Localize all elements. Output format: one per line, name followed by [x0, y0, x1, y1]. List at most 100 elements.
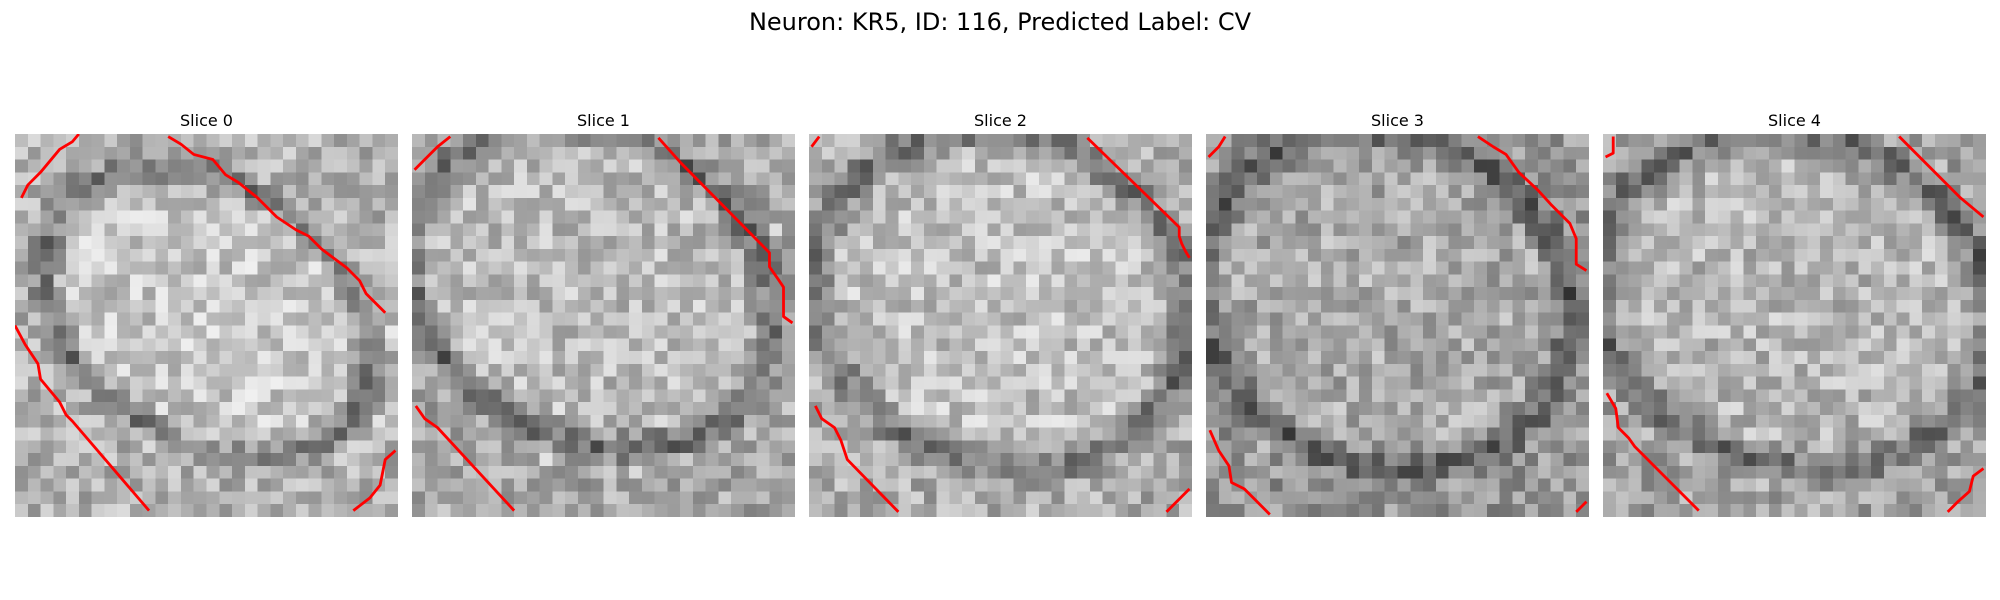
pixel	[1372, 160, 1385, 173]
pixel	[667, 313, 680, 326]
pixel	[1858, 313, 1871, 326]
pixel	[1667, 338, 1680, 351]
pixel	[1308, 338, 1321, 351]
pixel	[1846, 147, 1859, 160]
pixel	[334, 402, 347, 415]
pixel	[1641, 326, 1654, 339]
pixel	[527, 211, 540, 224]
pixel	[1334, 415, 1347, 428]
pixel	[245, 147, 258, 160]
pixel	[1833, 377, 1846, 390]
pixel	[79, 402, 92, 415]
pixel	[1283, 223, 1296, 236]
pixel	[949, 134, 962, 147]
pixel	[1270, 198, 1283, 211]
pixel	[1372, 185, 1385, 198]
pixel	[1731, 504, 1744, 517]
pixel	[1064, 504, 1077, 517]
pixel	[1871, 274, 1884, 287]
pixel	[1219, 262, 1232, 275]
pixel	[1551, 351, 1564, 364]
pixel	[1001, 223, 1014, 236]
pixel	[1232, 364, 1245, 377]
pixel	[1935, 223, 1948, 236]
pixel	[911, 428, 924, 441]
pixel	[425, 262, 438, 275]
pixel	[1743, 440, 1756, 453]
pixel	[527, 504, 540, 517]
pixel	[937, 147, 950, 160]
pixel	[1244, 453, 1257, 466]
pixel	[1001, 428, 1014, 441]
pixel	[1090, 466, 1103, 479]
pixel	[693, 262, 706, 275]
pixel	[1705, 377, 1718, 390]
pixel	[283, 402, 296, 415]
pixel	[1603, 249, 1616, 262]
pixel	[514, 338, 527, 351]
pixel	[975, 466, 988, 479]
pixel	[463, 147, 476, 160]
pixel	[117, 134, 130, 147]
pixel	[501, 172, 514, 185]
pixel	[1487, 402, 1500, 415]
pixel	[1692, 160, 1705, 173]
pixel	[1667, 249, 1680, 262]
pixel	[604, 160, 617, 173]
pixel	[1283, 147, 1296, 160]
pixel	[706, 453, 719, 466]
pixel	[1206, 185, 1219, 198]
pixel	[642, 440, 655, 453]
pixel	[450, 300, 463, 313]
pixel	[616, 198, 629, 211]
pixel	[886, 249, 899, 262]
pixel	[1449, 338, 1462, 351]
pixel	[1538, 351, 1551, 364]
pixel	[565, 415, 578, 428]
pixel	[168, 338, 181, 351]
pixel	[385, 287, 398, 300]
pixel	[143, 440, 156, 453]
pixel	[629, 377, 642, 390]
pixel	[706, 134, 719, 147]
pixel	[1487, 466, 1500, 479]
pixel	[143, 160, 156, 173]
pixel	[334, 287, 347, 300]
pixel	[1795, 466, 1808, 479]
pixel	[1820, 211, 1833, 224]
pixel	[1525, 415, 1538, 428]
pixel	[104, 300, 117, 313]
pixel	[1436, 211, 1449, 224]
pixel	[1795, 504, 1808, 517]
pixel	[1410, 185, 1423, 198]
pixel	[1705, 134, 1718, 147]
pixel	[1654, 160, 1667, 173]
pixel	[117, 453, 130, 466]
pixel	[476, 134, 489, 147]
pixel	[1616, 262, 1629, 275]
pixel	[283, 364, 296, 377]
pixel	[79, 377, 92, 390]
pixel	[1603, 185, 1616, 198]
pixel	[1487, 504, 1500, 517]
pixel	[1359, 236, 1372, 249]
pixel	[1064, 402, 1077, 415]
pixel	[847, 440, 860, 453]
pixel	[1385, 313, 1398, 326]
pixel	[1756, 262, 1769, 275]
pixel	[604, 223, 617, 236]
pixel	[1052, 428, 1065, 441]
pixel	[604, 211, 617, 224]
pixel	[372, 223, 385, 236]
pixel	[412, 287, 425, 300]
pixel	[1641, 147, 1654, 160]
pixel	[680, 326, 693, 339]
pixel	[1461, 287, 1474, 300]
pixel	[847, 313, 860, 326]
pixel	[1973, 134, 1986, 147]
pixel	[1334, 389, 1347, 402]
pixel	[1858, 287, 1871, 300]
pixel	[194, 428, 207, 441]
pixel	[757, 491, 770, 504]
pixel	[591, 326, 604, 339]
